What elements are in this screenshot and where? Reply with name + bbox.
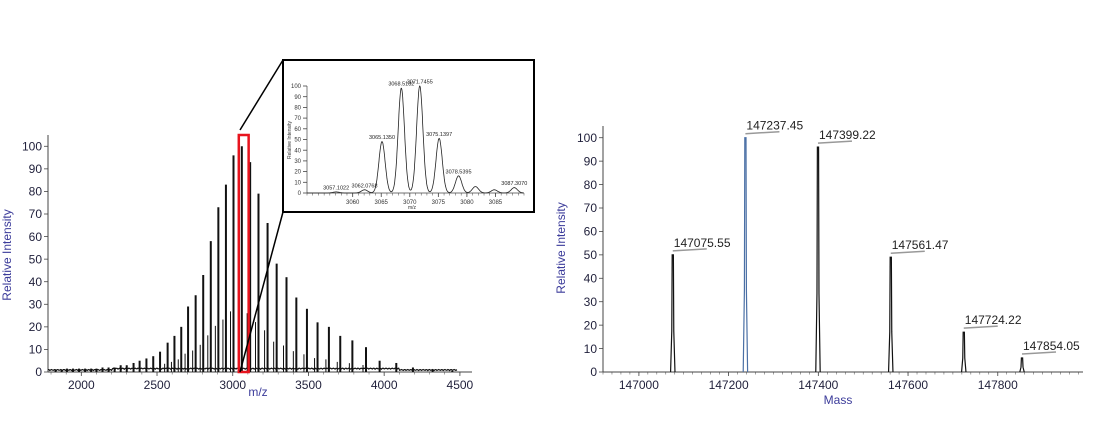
ms-x-tick-label: 3500: [295, 378, 322, 392]
ms-y-tick-label: 0: [35, 365, 42, 379]
inset-peak-label: 3068.5182: [388, 82, 414, 88]
inset-x-tick-label: 3075: [432, 200, 446, 206]
ms-y-tick-label: 50: [29, 252, 43, 266]
ms-y-axis-title: Relative Intensity: [0, 209, 14, 300]
mass-peak-label: 147854.05: [1023, 339, 1080, 353]
inset-y-tick-label: 30: [294, 159, 301, 165]
inset-x-tick-label: 3065: [375, 200, 389, 206]
ms-y-tick-label: 20: [29, 320, 43, 334]
inset-y-tick-label: 70: [294, 116, 301, 122]
ms-highlight-box: [237, 133, 250, 374]
mass-y-tick-label: 70: [584, 201, 598, 215]
mass-y-tick-label: 0: [590, 365, 597, 379]
mass-peak-leader: [963, 325, 998, 329]
inset-peak-label: 3078.5395: [446, 169, 472, 175]
ms-y-tick-label: 100: [22, 139, 42, 153]
ms-y-tick-label: 40: [29, 275, 43, 289]
mass-y-tick-label: 90: [584, 154, 598, 168]
mass-peaks: 147075.55 147237.45 147399.22 147561.47 1477…: [669, 119, 1080, 373]
inset-peak-label: 3062.0768: [352, 183, 378, 189]
mass-peak-label: 147075.55: [674, 236, 731, 250]
ms-x-tick-label: 2500: [144, 378, 171, 392]
ms-y-tick-label: 90: [29, 162, 43, 176]
mass-y-tick-label: 30: [584, 295, 598, 309]
ms-x-tick-label: 3000: [219, 378, 246, 392]
inset-peaks: 3057.1022 3062.0768 3065.1350 3068.51823071…: [307, 80, 527, 194]
ms-x-tick-label: 2000: [68, 378, 95, 392]
mass-peak: [669, 254, 676, 373]
mass-y-tick-label: 100: [577, 131, 597, 145]
ms-y-tick-label: 60: [29, 230, 43, 244]
inset-x-tick-label: 3070: [403, 200, 417, 206]
ms-peaks: [48, 133, 458, 374]
inset-profile-line: [307, 85, 524, 194]
mass-x-axis-title: Mass: [824, 393, 853, 407]
ms-x-tick-label: 4000: [371, 378, 398, 392]
inset-y-tick-label: 100: [291, 84, 302, 90]
ms-x-axis-title: m/z: [248, 385, 267, 399]
inset-y-tick-label: 50: [294, 138, 301, 144]
ms-y-tick-label: 30: [29, 297, 43, 311]
mass-peak-leader: [1021, 351, 1057, 355]
mass-peak: [742, 137, 749, 373]
mass-y-tick-label: 60: [584, 225, 598, 239]
mass-peak-label: 147237.45: [746, 119, 803, 133]
ms-y-tick-label: 80: [29, 185, 43, 199]
mass-peak-label: 147561.47: [892, 238, 949, 252]
inset-y-tick-label: 60: [294, 127, 301, 133]
inset-x-tick-label: 3060: [346, 200, 360, 206]
mass-peak: [887, 256, 894, 373]
deconvoluted-mass-chart: 0 10 20 30 40 50 60 70 80 90 100 147000 147200 147400…: [554, 119, 1083, 407]
ms-x-tick-label: 4500: [447, 378, 474, 392]
inset-y-tick-label: 10: [294, 180, 301, 186]
inset-peak-label: 3065.1350: [369, 135, 395, 141]
inset-peak-label: 3057.1022: [323, 185, 349, 191]
mass-x-tick-label: 147200: [709, 378, 749, 392]
mass-x-tick-label: 147400: [798, 378, 838, 392]
ms-y-tick-label: 70: [29, 207, 43, 221]
mass-y-tick-label: 50: [584, 248, 598, 262]
inset-axes: 0 10 20 30 40 50 60 70 80 90 100 3060 3065 3070 3075 30…: [291, 84, 525, 206]
inset-y-tick-label: 80: [294, 106, 301, 112]
mass-peak: [1019, 357, 1025, 373]
mass-peak: [815, 146, 821, 373]
inset-peak-label: 3075.1397: [426, 132, 452, 138]
mass-peak-leader: [890, 250, 925, 254]
mass-peak-label: 147724.22: [965, 313, 1022, 327]
mass-peak-leader: [672, 248, 707, 252]
inset-x-tick-label: 3080: [460, 200, 474, 206]
inset-y-axis-title: Relative Intensity: [287, 120, 293, 159]
inset-x-tick-label: 3085: [489, 200, 503, 206]
mass-y-axis-title: Relative Intensity: [554, 202, 568, 293]
mass-x-tick-label: 147600: [888, 378, 928, 392]
mass-peak-leader: [745, 130, 780, 135]
mass-x-tick-label: 147000: [619, 378, 659, 392]
inset-y-tick-label: 0: [298, 191, 302, 197]
inset-zoom-chart: 0 10 20 30 40 50 60 70 80 90 100 3060 3065 3070 3075 30…: [282, 59, 535, 213]
inset-peak-label: 3071.7455: [407, 80, 433, 86]
mass-peak: [960, 331, 967, 373]
inset-x-axis-title: m/z: [408, 205, 417, 211]
mass-peak-label: 147399.22: [819, 128, 876, 142]
inset-y-tick-label: 20: [294, 170, 301, 176]
inset-y-tick-label: 40: [294, 148, 301, 154]
zoom-connector-bottom: [239, 211, 284, 373]
zoom-connector-top: [239, 59, 284, 131]
mass-y-tick-label: 10: [584, 342, 598, 356]
mass-axes: 0 10 20 30 40 50 60 70 80 90 100 147000 147200 147400…: [577, 126, 1083, 392]
mass-peak-leader: [817, 140, 853, 144]
mass-x-tick-label: 147800: [978, 378, 1018, 392]
inset-peak-label: 3087.3070: [501, 181, 527, 187]
mass-y-tick-label: 20: [584, 318, 598, 332]
inset-y-tick-label: 90: [294, 95, 301, 101]
mass-y-tick-label: 80: [584, 178, 598, 192]
mass-y-tick-label: 40: [584, 271, 598, 285]
ms-baseline-noise: [48, 367, 458, 372]
ms-y-tick-label: 10: [29, 343, 43, 357]
